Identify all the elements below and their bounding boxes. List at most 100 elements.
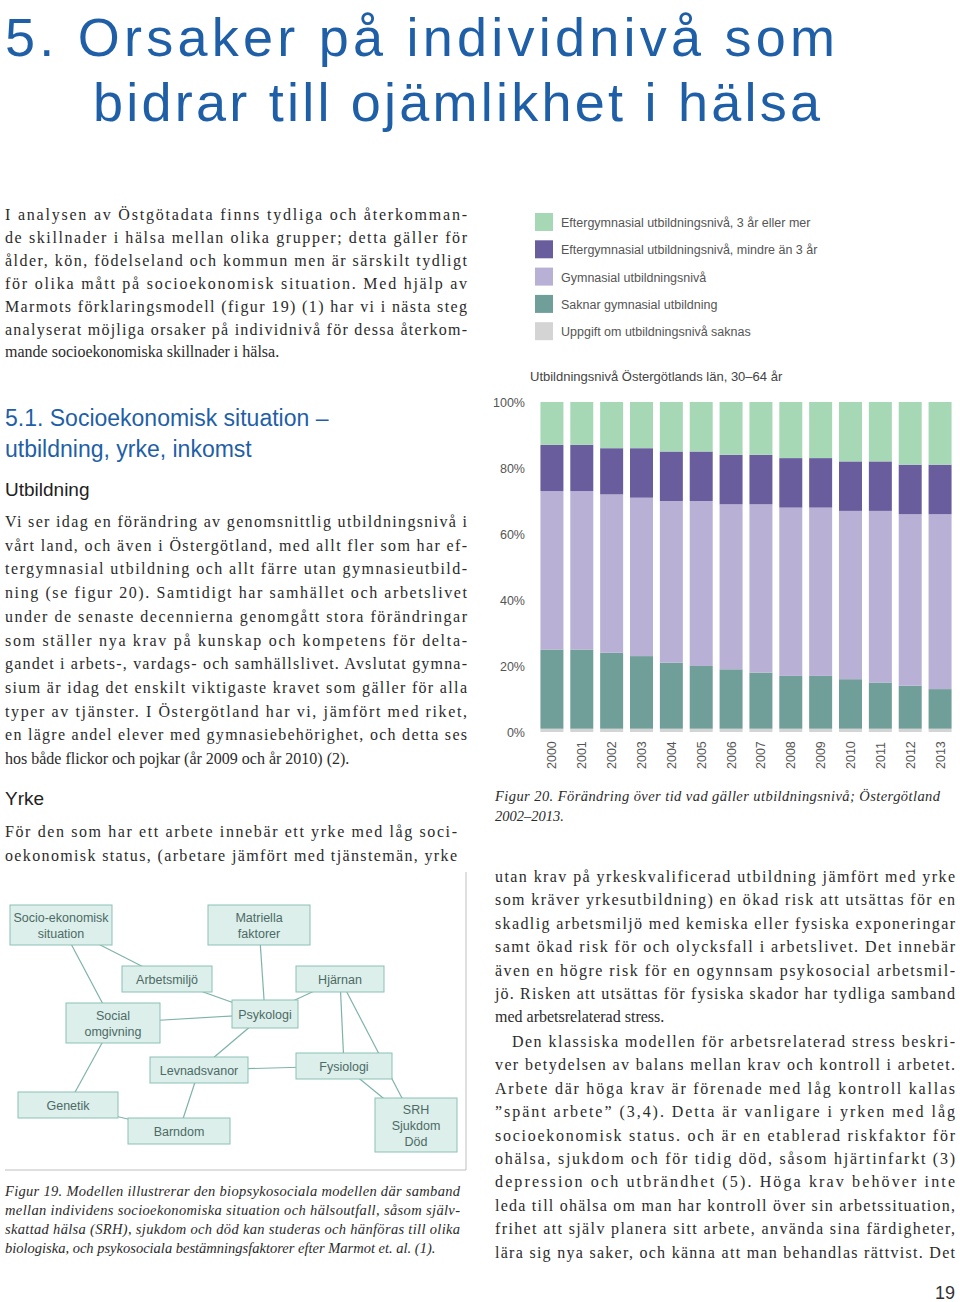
bar-segment <box>660 729 683 732</box>
bar-segment <box>749 673 772 729</box>
text-line: I analysen av Östgötadata finns tydliga … <box>5 206 467 224</box>
diagram-node: SRHSjukdomDöd <box>375 1098 457 1152</box>
node-label: Genetik <box>46 1099 90 1113</box>
bar-segment <box>630 402 653 448</box>
text-line: Den klassiska modellen för arbetsrelater… <box>512 1033 955 1050</box>
text-line: För den som har ett arbete innebär ett y… <box>5 823 457 841</box>
text-line: ning (se figur 20). Samtidigt har samhäl… <box>5 584 468 602</box>
paragraph: För den som har ett arbete innebär ett y… <box>5 823 457 865</box>
bar-segment <box>540 650 563 729</box>
page-title: 5. Orsaker på individnivå sombidrar till… <box>5 7 835 132</box>
text-line: typer av tjänster. I Östergötland har vi… <box>5 703 467 721</box>
text-line: samt ökad risk för och olycksfall i arbe… <box>495 938 956 956</box>
bar-segment <box>809 676 832 729</box>
node-box <box>18 1092 118 1118</box>
bar-segment <box>779 402 802 458</box>
bar-segment <box>749 402 772 455</box>
bar-segment <box>630 448 653 498</box>
bar-segment <box>929 729 952 732</box>
bar-segment <box>720 504 743 669</box>
bar-segment <box>630 729 653 732</box>
y-tick-label: 0% <box>507 726 525 740</box>
diagram-node: Fysiologi <box>296 1053 392 1079</box>
heading-line: utbildning, yrke, inkomst <box>5 436 252 462</box>
bar-segment <box>839 402 862 461</box>
bar-segment <box>749 504 772 672</box>
x-tick-label: 2000 <box>545 741 559 769</box>
text-line: frihet att själv planera sitt arbete, an… <box>495 1220 955 1238</box>
text-line: biologiska, och psykosociala bestämnings… <box>5 1240 435 1257</box>
node-box <box>296 966 384 992</box>
bar-segment <box>660 452 683 502</box>
paragraph: utan krav på yrkeskvalificerad utbildnin… <box>494 868 956 1025</box>
legend-label: Eftergymnasial utbildningsnivå, 3 år ell… <box>561 216 810 230</box>
node-label: Socio-ekonomisk <box>13 911 109 925</box>
legend-swatch <box>535 268 553 286</box>
text-line: en lägre andel elever med gymnasiebehöri… <box>5 726 467 744</box>
text-line: även en högre risk för en ogynnsam psyko… <box>495 962 955 980</box>
paragraph: Den klassiska modellen för arbetsrelater… <box>495 1033 956 1262</box>
text-line: med arbetsrelaterad stress. <box>495 1008 664 1025</box>
node-label: SRH <box>403 1103 429 1117</box>
x-tick-label: 2001 <box>575 741 589 769</box>
bar-segment <box>540 402 563 445</box>
bar-segment <box>899 465 922 515</box>
node-box <box>375 1098 457 1152</box>
diagram-node: Arbetsmiljö <box>122 966 212 992</box>
bar-segment <box>720 729 743 732</box>
bar-segment <box>749 729 772 732</box>
text-line: lära sig nya saker, och känna att man be… <box>495 1244 956 1262</box>
bar-segment <box>690 729 713 732</box>
bar-segment <box>600 729 623 732</box>
bar-segment <box>690 501 713 666</box>
text-line: de skillnader i hälsa mellan olika grupp… <box>5 229 468 247</box>
text-line: som kräver yrkesutbildning) en ökad risk… <box>495 891 955 909</box>
legend-label: Eftergymnasial utbildningsnivå, mindre ä… <box>561 243 817 257</box>
diagram-node: Matriellafaktorer <box>208 905 310 945</box>
diagram-node: Hjärnan <box>296 966 384 992</box>
text-line: Figur 20. Förändring över tid vad gäller… <box>494 788 941 804</box>
bar-segment <box>779 508 802 676</box>
bar-segment <box>690 452 713 502</box>
legend-swatch <box>535 322 553 340</box>
y-tick-label: 40% <box>500 594 525 608</box>
text-line: vårt land, och även i Östergötland, med … <box>5 537 467 555</box>
legend-label: Uppgift om utbildningsnivå saknas <box>561 325 751 339</box>
bar-segment <box>570 402 593 445</box>
node-label: Social <box>96 1009 130 1023</box>
bar-segment <box>809 402 832 458</box>
y-tick-label: 80% <box>500 462 525 476</box>
bar-segment <box>839 679 862 729</box>
x-tick-label: 2007 <box>754 741 768 769</box>
node-label: Psykologi <box>238 1008 292 1022</box>
diagram-node: Levnadsvanor <box>150 1057 248 1083</box>
legend-swatch <box>535 213 553 231</box>
bar-segment <box>929 514 952 689</box>
text-line: leda till ohälsa om man har kontroll öve… <box>495 1197 955 1214</box>
x-tick-label: 2003 <box>635 741 649 769</box>
text-line: Arbete där höga krav är förenade med låg… <box>495 1080 955 1098</box>
bar-segment <box>570 445 593 491</box>
x-tick-label: 2002 <box>605 741 619 769</box>
x-tick-label: 2009 <box>814 741 828 769</box>
bar-segment <box>899 514 922 686</box>
text-line: oekonomisk status, (arbetare jämfört med… <box>5 847 457 865</box>
bar-segment <box>720 402 743 455</box>
node-label: omgivning <box>85 1025 142 1039</box>
bar-segment <box>600 653 623 729</box>
bar-segment <box>570 729 593 732</box>
text-line: 2002–2013. <box>495 808 564 824</box>
node-label: Hjärnan <box>318 973 362 987</box>
node-label: Arbetsmiljö <box>136 973 198 987</box>
bar-segment <box>839 461 862 511</box>
diagram-node: Barndom <box>128 1118 230 1144</box>
bar-segment <box>869 511 892 683</box>
bars <box>540 402 951 732</box>
bar-segment <box>779 729 802 732</box>
figure-frame <box>5 1170 466 1171</box>
node-label: Sjukdom <box>392 1119 441 1133</box>
paragraph: Vi ser idag en förändring av genomsnittl… <box>5 513 468 768</box>
y-axis: 0%20%40%60%80%100% <box>493 396 525 740</box>
bar-segment <box>630 498 653 656</box>
bar-segment <box>779 458 802 508</box>
